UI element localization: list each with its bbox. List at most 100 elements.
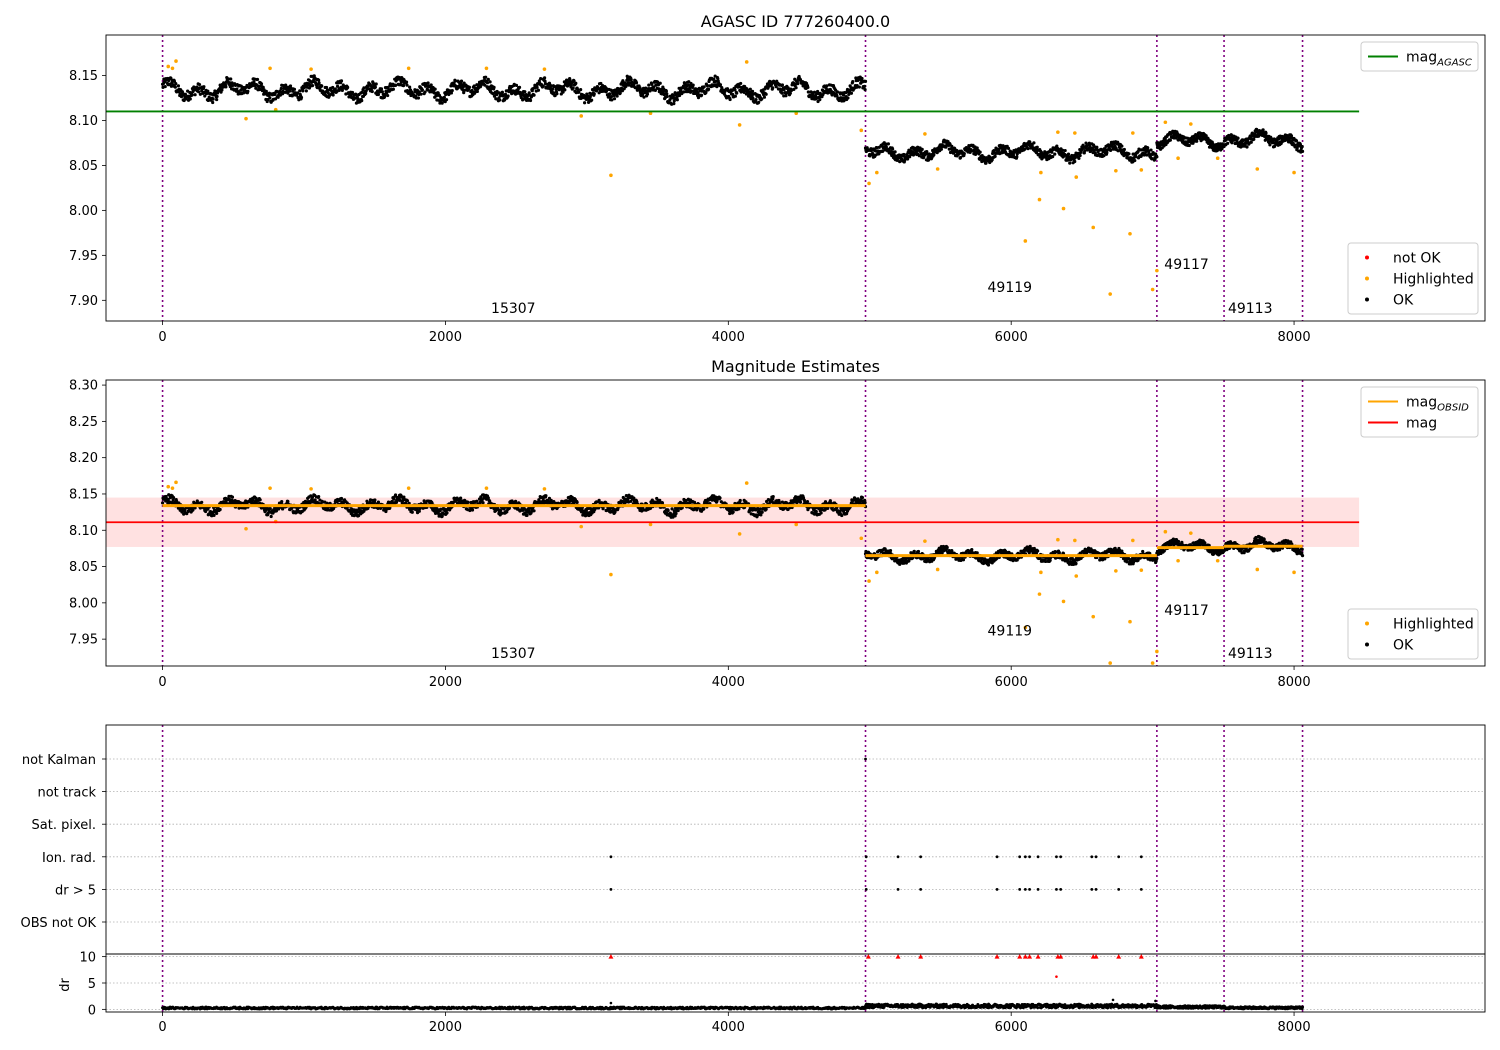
ok-point xyxy=(658,498,662,502)
ok-point xyxy=(835,90,839,94)
ok-point xyxy=(1032,546,1036,551)
ok-point xyxy=(851,79,855,84)
ok-point xyxy=(379,506,383,510)
ok-point xyxy=(241,91,246,95)
ok-point xyxy=(365,499,369,503)
ok-point xyxy=(339,496,344,501)
highlighted-point xyxy=(1037,197,1042,202)
ok-point xyxy=(1289,134,1294,138)
ok-point xyxy=(916,549,921,554)
ok-point xyxy=(462,91,466,95)
ok-point xyxy=(757,100,761,104)
ok-point xyxy=(230,81,234,85)
highlighted-point xyxy=(406,66,411,71)
ok-point xyxy=(1032,141,1036,145)
ok-point xyxy=(658,81,662,85)
ok-point xyxy=(1078,153,1082,158)
highlighted-point xyxy=(1061,206,1066,211)
ok-point xyxy=(1068,161,1072,165)
ok-point xyxy=(689,89,694,93)
highlighted-point xyxy=(1176,156,1180,161)
ok-point xyxy=(939,147,943,151)
ok-point xyxy=(1061,148,1065,152)
ok-point xyxy=(426,81,430,85)
ok-point xyxy=(492,85,496,89)
ok-point xyxy=(549,84,553,88)
legend-frame xyxy=(1360,41,1479,72)
ok-point xyxy=(404,80,409,84)
ok-point xyxy=(292,87,297,91)
ok-point xyxy=(163,84,167,89)
ok-point xyxy=(243,506,247,510)
ok-point xyxy=(261,85,265,89)
obsid-label: 15307 xyxy=(491,301,536,317)
ok-point xyxy=(1043,559,1048,564)
ok-point xyxy=(644,86,648,90)
ok-point xyxy=(193,506,197,510)
ok-point xyxy=(1300,149,1305,153)
ok-point xyxy=(379,87,384,91)
ok-point xyxy=(950,144,954,148)
ok-point xyxy=(211,100,215,105)
ok-point xyxy=(733,88,737,92)
ok-point xyxy=(990,158,994,162)
ok-point xyxy=(190,93,194,97)
legend: magAGASC xyxy=(1360,41,1479,72)
ok-point xyxy=(1026,147,1030,151)
ok-point xyxy=(759,513,763,517)
ok-point xyxy=(1168,138,1172,142)
ok-point xyxy=(847,92,851,97)
highlighted-point xyxy=(174,59,178,63)
ok-point xyxy=(492,94,497,98)
ok-point xyxy=(301,89,305,93)
legend-label: OK xyxy=(1393,293,1414,309)
ok-point xyxy=(702,507,706,511)
ok-point xyxy=(1055,144,1059,148)
ok-point xyxy=(188,97,192,101)
ok-point xyxy=(335,84,340,88)
ok-point xyxy=(317,81,321,85)
ok-point xyxy=(442,95,446,100)
ok-point xyxy=(577,90,581,94)
ok-point xyxy=(1105,151,1109,155)
ok-point xyxy=(364,91,368,96)
ok-point xyxy=(1261,128,1265,132)
ok-point xyxy=(417,509,421,513)
ok-point xyxy=(962,152,966,156)
ok-point xyxy=(212,513,216,517)
ok-point xyxy=(629,499,633,503)
ok-point xyxy=(174,82,178,86)
ok-point xyxy=(368,498,373,502)
ok-point xyxy=(384,509,388,514)
ok-point xyxy=(398,498,402,502)
ok-point xyxy=(750,89,755,93)
ok-point xyxy=(173,85,177,89)
ok-point xyxy=(429,83,433,87)
ok-point xyxy=(373,498,377,502)
ok-point xyxy=(1023,147,1027,151)
ok-point xyxy=(445,511,449,515)
ok-point xyxy=(484,75,488,79)
ok-point xyxy=(746,88,750,92)
ok-point xyxy=(806,90,810,94)
ok-point xyxy=(1099,147,1103,151)
ok-point xyxy=(230,495,235,499)
ok-point xyxy=(552,500,556,504)
ok-point xyxy=(535,85,539,90)
ok-point xyxy=(760,97,764,101)
ok-point xyxy=(340,88,344,92)
ok-point xyxy=(1149,148,1153,152)
ok-point xyxy=(1102,154,1106,158)
ok-point xyxy=(647,83,651,87)
ok-point xyxy=(975,551,979,555)
ok-point xyxy=(450,88,454,93)
highlighted-point xyxy=(268,66,272,71)
ok-point xyxy=(339,79,344,83)
ok-point xyxy=(518,90,523,95)
ok-point xyxy=(687,80,691,84)
ok-point xyxy=(513,499,518,503)
ok-point xyxy=(269,514,273,519)
ok-point xyxy=(200,500,204,504)
